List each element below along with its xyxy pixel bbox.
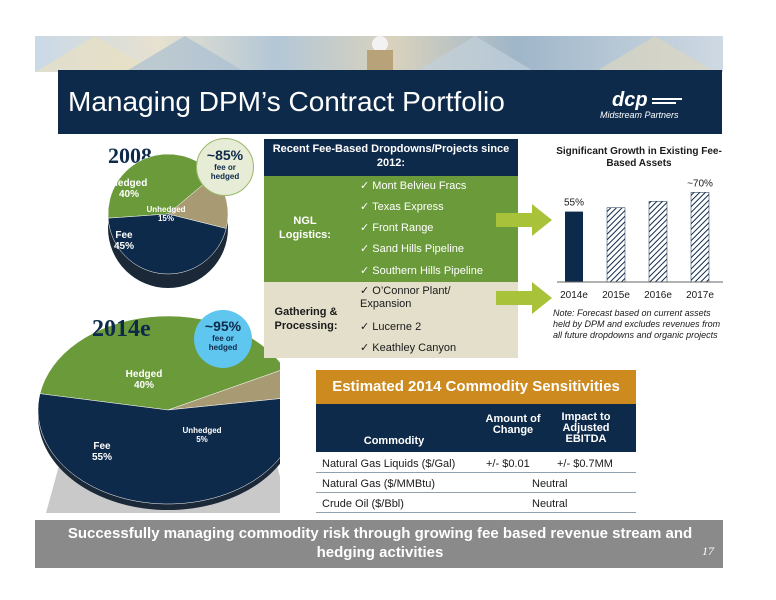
table-rule xyxy=(316,492,636,493)
gp-item-label: O’Connor Plant/ Expansion xyxy=(360,285,451,310)
table-rule xyxy=(316,512,636,513)
pie-2014-unhedged-label: Unhedged 5% xyxy=(180,426,224,444)
chart-x-tick-label: 2015e xyxy=(602,290,630,301)
ngl-item-label: Southern Hills Pipeline xyxy=(372,265,483,277)
col-commodity: Commodity xyxy=(363,435,425,447)
gp-item: ✓ Lucerne 2 xyxy=(360,320,421,333)
ngl-block xyxy=(264,176,518,282)
row1-impact: +/- $0.7MM xyxy=(557,458,613,470)
pie-2014-unhedged-pct: 5% xyxy=(196,435,208,444)
check-icon: ✓ xyxy=(360,321,370,333)
logo-mark: dcp xyxy=(612,89,648,111)
sensitivities-title: Estimated 2014 Commodity Sensitivities xyxy=(316,370,636,404)
title-bar xyxy=(58,70,722,134)
badge-2008-sub: fee or hedged xyxy=(210,163,240,181)
ngl-item: ✓ Sand Hills Pipeline xyxy=(360,242,464,255)
header-photo-banner xyxy=(35,36,723,72)
gp-item: ✓ O’Connor Plant/ Expansion xyxy=(360,285,480,311)
sensitivities-header-row xyxy=(316,404,636,452)
row2-value: Neutral xyxy=(532,478,568,490)
logo-graphic: dcp Midstream Partners xyxy=(600,89,682,120)
chart-x-tick-label: 2016e xyxy=(644,290,672,301)
row2-commodity: Natural Gas ($/MMBtu) xyxy=(322,478,436,490)
pie-2014-unhedged-name: Unhedged xyxy=(182,426,222,435)
row3-value: Neutral xyxy=(532,498,568,510)
row1-commodity: Natural Gas Liquids ($/Gal) xyxy=(322,458,456,470)
chart-bars: 2014e 55% 2015e 2016e 2017e ~70% xyxy=(560,178,714,301)
check-icon: ✓ xyxy=(360,180,370,192)
pie-2008-unhedged-name: Unhedged xyxy=(146,205,186,214)
pie-slice-fee xyxy=(107,213,227,275)
check-icon: ✓ xyxy=(360,342,370,354)
chart-title: Significant Growth in Existing Fee-Based… xyxy=(556,146,722,169)
badge-2008: ~85% fee or hedged xyxy=(196,138,254,196)
badge-2014-sub: fee or hedged xyxy=(208,334,238,352)
check-icon: ✓ xyxy=(360,243,370,255)
table-rule xyxy=(316,472,636,473)
pie-2014-year: 2014e xyxy=(92,316,151,342)
pie-2008-hedged-pct: 40% xyxy=(118,189,139,200)
pie-2014-fee-pct: 55% xyxy=(91,452,112,463)
chart-note: Note: Forecast based on current assets h… xyxy=(553,308,721,340)
chart-bar xyxy=(606,207,626,283)
page-number: 17 xyxy=(702,544,714,558)
chart-bar xyxy=(648,201,668,283)
ngl-label: NGL Logistics: xyxy=(279,215,331,241)
row1-amount: +/- $0.01 xyxy=(486,458,530,470)
dropdowns-header: Recent Fee-Based Dropdowns/Projects sinc… xyxy=(264,139,518,176)
ngl-item-label: Sand Hills Pipeline xyxy=(372,243,464,255)
pie-2008-fee-label: Fee 45% xyxy=(104,230,144,252)
ngl-item-label: Texas Express xyxy=(372,201,444,213)
gp-item-label: Keathley Canyon xyxy=(372,342,457,354)
check-icon: ✓ xyxy=(360,222,370,234)
check-icon: ✓ xyxy=(360,265,370,277)
ngl-item-label: Mont Belvieu Fracs xyxy=(372,180,467,192)
footer-bar xyxy=(35,520,723,568)
chart-bar xyxy=(565,211,583,282)
ngl-item: ✓ Mont Belvieu Fracs xyxy=(360,179,466,192)
gp-item: ✓ Keathley Canyon xyxy=(360,341,456,354)
header-photo-graphic xyxy=(35,36,715,72)
pie-slice-unhedged xyxy=(167,370,280,411)
gp-item-label: Lucerne 2 xyxy=(372,321,422,333)
ngl-item: ✓ Texas Express xyxy=(360,200,444,213)
chart-data-label: ~70% xyxy=(687,178,713,189)
pie-2014-fee-name: Fee xyxy=(93,441,111,452)
check-icon: ✓ xyxy=(360,201,370,213)
chart-x-tick-label: 2017e xyxy=(686,290,714,301)
chart-bar xyxy=(690,192,710,283)
gathering-processing-block xyxy=(264,282,518,358)
ngl-item: ✓ Front Range xyxy=(360,221,433,234)
pie-slice-fee xyxy=(37,393,280,505)
col-impact: Impact to Adjusted EBITDA xyxy=(561,411,611,445)
gp-label: Gathering & Processing: xyxy=(274,306,338,332)
footer-text: Successfully managing commodity risk thr… xyxy=(67,525,693,561)
ngl-item: ✓ Southern Hills Pipeline xyxy=(360,264,483,277)
logo-subtext: Midstream Partners xyxy=(600,110,679,120)
badge-2008-pct: ~85% xyxy=(206,147,244,163)
pie-2014-hedged-pct: 40% xyxy=(133,380,154,391)
pie-2008-fee-name: Fee xyxy=(115,230,133,241)
row3-commodity: Crude Oil ($/Bbl) xyxy=(322,498,404,510)
ngl-item-label: Front Range xyxy=(372,222,434,234)
badge-2014: ~95% fee or hedged xyxy=(194,310,252,368)
pie-2008-unhedged-label: Unhedged 15% xyxy=(146,205,186,223)
dcp-logo: dcp Midstream Partners xyxy=(592,88,702,122)
pie-2014-hedged-label: Hedged 40% xyxy=(118,369,170,391)
gp-arrow-icon xyxy=(496,282,552,314)
pie-2008-fee-pct: 45% xyxy=(113,241,134,252)
check-icon: ✓ xyxy=(360,285,370,297)
fee-growth-bar-chart: 2014e 55% 2015e 2016e 2017e ~70% xyxy=(557,178,723,301)
ngl-arrow-icon xyxy=(496,204,552,236)
pie-2014-hedged-name: Hedged xyxy=(125,369,163,380)
pie-2008-unhedged-pct: 15% xyxy=(157,214,174,223)
pie-2008-hedged-name: Hedged xyxy=(110,178,148,189)
slide-title: Managing DPM’s Contract Portfolio xyxy=(68,86,505,117)
badge-2014-pct: ~95% xyxy=(204,318,242,334)
chart-data-label: 55% xyxy=(564,198,584,209)
pie-2014-fee-label: Fee 55% xyxy=(82,441,122,463)
col-amount: Amount of Change xyxy=(485,413,541,436)
pie-2008-hedged-label: Hedged 40% xyxy=(108,178,150,200)
chart-x-tick-label: 2014e xyxy=(560,290,588,301)
